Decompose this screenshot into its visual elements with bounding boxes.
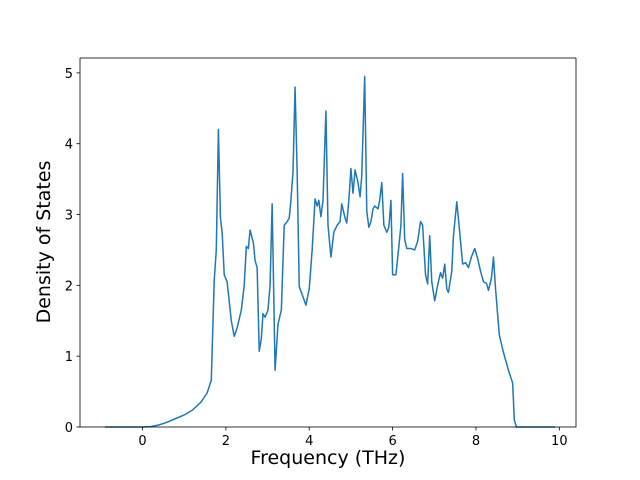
y-tick-label: 5	[65, 67, 73, 82]
plot-frame	[79, 57, 577, 428]
y-tick-label: 0	[65, 421, 73, 436]
x-axis-label: Frequency (THz)	[251, 447, 406, 469]
x-tick-label: 8	[472, 434, 480, 449]
x-tick-label: 10	[551, 434, 568, 449]
y-tick-label: 4	[65, 138, 73, 153]
y-tick-label: 2	[65, 279, 73, 294]
y-axis-label: Density of States	[33, 161, 55, 324]
x-tick-label: 4	[305, 434, 313, 449]
x-tick-label: 0	[138, 434, 146, 449]
y-tick-label: 3	[65, 209, 73, 224]
x-tick-label: 6	[388, 434, 396, 449]
y-tick-label: 1	[65, 350, 73, 365]
x-tick-label: 2	[222, 434, 230, 449]
data-line	[105, 75, 556, 428]
